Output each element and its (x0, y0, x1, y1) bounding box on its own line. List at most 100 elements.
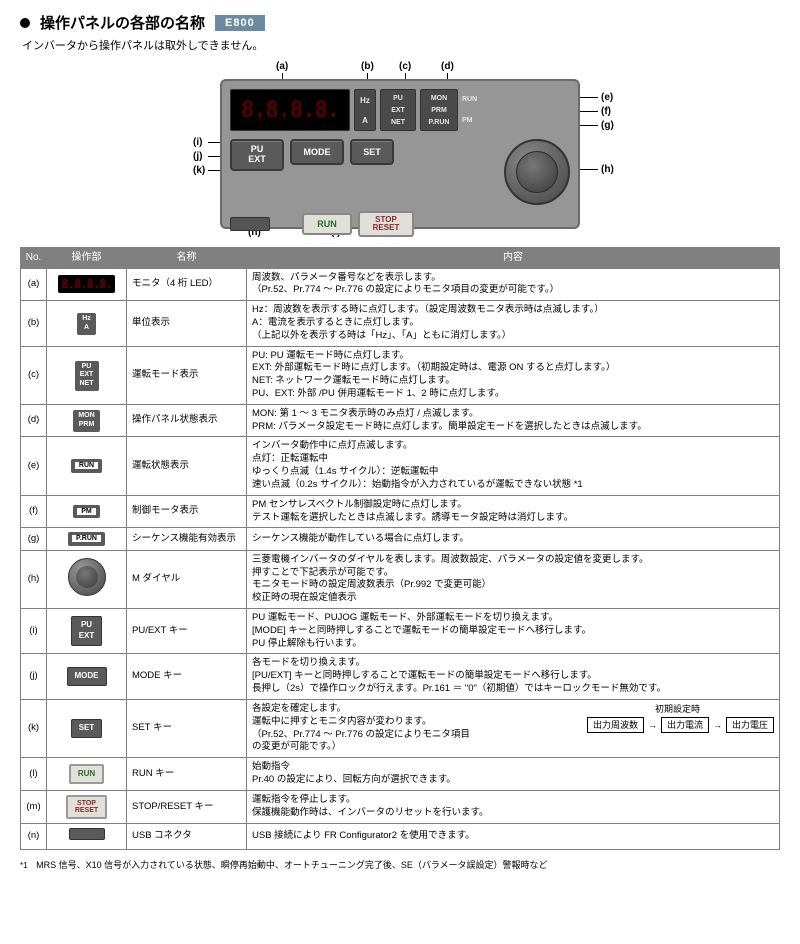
cell-name: 操作パネル状態表示 (127, 404, 247, 437)
cell-desc: 周波数、パラメータ番号などを表示します。 （Pr.52、Pr.774 ～ Pr.… (247, 268, 780, 301)
parts-table: No. 操作部 名称 内容 (a)8.8.8.8.モニタ（4 桁 LED）周波数… (20, 247, 780, 850)
table-row: (f)PM制御モータ表示PM センサレスベクトル制御設定時に点灯します。 テスト… (21, 495, 780, 528)
table-header-row: No. 操作部 名称 内容 (21, 248, 780, 269)
cell-part: RUN (47, 758, 127, 791)
cell-part: P.RUN (47, 528, 127, 550)
seven-seg-display: 8.8.8.8. (230, 89, 350, 131)
th-no: No. (21, 248, 47, 269)
callout-c: (c) (398, 61, 412, 72)
table-row: (l)RUNRUN キー始動指令 Pr.40 の設定により、回転方向が選択できま… (21, 758, 780, 791)
cell-part (47, 824, 127, 850)
cell-name: RUN キー (127, 758, 247, 791)
callout-a: (a) (275, 61, 289, 72)
panel-body: 8.8.8.8. Hz A PU EXT NET MON PRM P.RUN R… (220, 79, 580, 229)
table-row: (i)PUEXTPU/EXT キーPU 運転モード、PUJOG 運転モード、外部… (21, 609, 780, 654)
cell-no: (k) (21, 699, 47, 757)
cell-name: USB コネクタ (127, 824, 247, 850)
run-button[interactable]: RUN (302, 213, 352, 235)
cell-name: PU/EXT キー (127, 609, 247, 654)
cell-no: (d) (21, 404, 47, 437)
table-row: (d)MONPRM操作パネル状態表示MON: 第 1 ～ 3 モニタ表示時のみ点… (21, 404, 780, 437)
cell-no: (m) (21, 790, 47, 824)
cell-name: 運転状態表示 (127, 437, 247, 495)
cell-name: 単位表示 (127, 301, 247, 346)
cell-no: (l) (21, 758, 47, 791)
callout-b: (b) (360, 61, 375, 72)
cell-part (47, 550, 127, 608)
cell-desc: PU: PU 運転モード時に点灯します。 EXT: 外部運転モード時に点灯します… (247, 346, 780, 404)
cell-no: (c) (21, 346, 47, 404)
table-row: (b)HzA単位表示Hz：周波数を表示する時に点灯します。（設定周波数モニタ表示… (21, 301, 780, 346)
th-desc: 内容 (247, 248, 780, 269)
cell-no: (j) (21, 654, 47, 699)
cell-part: MODE (47, 654, 127, 699)
stop-reset-button[interactable]: STOP RESET (358, 211, 414, 237)
callout-j: (j) (192, 151, 203, 162)
unit-indicator: Hz A (354, 89, 376, 131)
cell-name: STOP/RESET キー (127, 790, 247, 824)
table-row: (j)MODEMODE キー各モードを切り換えます。 [PU/EXT] キーと同… (21, 654, 780, 699)
cell-part: PUEXT (47, 609, 127, 654)
cell-part: MONPRM (47, 404, 127, 437)
cell-part: HzA (47, 301, 127, 346)
callout-k: (k) (192, 165, 206, 176)
cell-part: 8.8.8.8. (47, 268, 127, 301)
m-dial[interactable] (504, 139, 570, 205)
table-row: (g)P.RUNシーケンス機能有効表示シーケンス機能が動作している場合に点灯しま… (21, 528, 780, 550)
callout-f: (f) (600, 106, 612, 117)
cell-name: モニタ（4 桁 LED） (127, 268, 247, 301)
model-badge: E800 (215, 15, 265, 31)
panel-diagram: (a) (b) (c) (d) (e) (f) (g) (h) (i) (j) … (140, 59, 660, 239)
cell-desc: Hz：周波数を表示する時に点灯します。（設定周波数モニタ表示時は点滅します。） … (247, 301, 780, 346)
mode-button[interactable]: MODE (290, 139, 344, 165)
table-row: (k)SETSET キー各設定を確定します。 運転中に押すとモニタ内容が変わりま… (21, 699, 780, 757)
cell-desc: PU 運転モード、PUJOG 運転モード、外部運転モードを切り換えます。 [MO… (247, 609, 780, 654)
header: 操作パネルの各部の名称 E800 (20, 12, 780, 33)
cell-desc: 三菱電機インバータのダイヤルを表します。周波数設定、パラメータの設定値を変更しま… (247, 550, 780, 608)
usb-connector[interactable] (230, 217, 270, 231)
cell-desc: 各設定を確定します。 運転中に押すとモニタ内容が変わります。 （Pr.52、Pr… (247, 699, 780, 757)
cell-desc: USB 接続により FR Configurator2 を使用できます。 (247, 824, 780, 850)
cell-desc: 各モードを切り換えます。 [PU/EXT] キーと同時押しすることで運転モードの… (247, 654, 780, 699)
callout-i: (i) (192, 137, 203, 148)
run-indicator: RUN PM (462, 89, 492, 131)
cell-name: 制御モータ表示 (127, 495, 247, 528)
callout-h: (h) (600, 164, 615, 175)
status-indicator: MON PRM P.RUN (420, 89, 458, 131)
table-row: (h) M ダイヤル三菱電機インバータのダイヤルを表します。周波数設定、パラメータ… (21, 550, 780, 608)
cell-name: MODE キー (127, 654, 247, 699)
cell-part: PUEXTNET (47, 346, 127, 404)
cell-no: (b) (21, 301, 47, 346)
cell-name: シーケンス機能有効表示 (127, 528, 247, 550)
page-title: 操作パネルの各部の名称 (40, 12, 205, 33)
cell-part: STOPRESET (47, 790, 127, 824)
cell-no: (g) (21, 528, 47, 550)
cell-no: (n) (21, 824, 47, 850)
callout-d: (d) (440, 61, 455, 72)
th-part: 操作部 (47, 248, 127, 269)
set-button[interactable]: SET (350, 139, 394, 165)
cell-part: SET (47, 699, 127, 757)
cell-no: (i) (21, 609, 47, 654)
footnote: *1 MRS 信号、X10 信号が入力されている状態、瞬停再始動中、オートチュー… (20, 858, 780, 871)
puext-button[interactable]: PU EXT (230, 139, 284, 171)
callout-e: (e) (600, 92, 614, 103)
cell-name: M ダイヤル (127, 550, 247, 608)
cell-desc: MON: 第 1 ～ 3 モニタ表示時のみ点灯 / 点滅します。 PRM: パラ… (247, 404, 780, 437)
th-name: 名称 (127, 248, 247, 269)
cell-desc: シーケンス機能が動作している場合に点灯します。 (247, 528, 780, 550)
cell-desc: 運転指令を停止します。 保護機能動作時は、インバータのリセットを行います。 (247, 790, 780, 824)
cell-no: (h) (21, 550, 47, 608)
table-row: (n) USB コネクタUSB 接続により FR Configurator2 を使… (21, 824, 780, 850)
callout-g: (g) (600, 120, 615, 131)
cell-part: RUN (47, 437, 127, 495)
cell-no: (f) (21, 495, 47, 528)
table-row: (e)RUN運転状態表示インバータ動作中に点灯点滅します。 点灯：正転運転中 ゆ… (21, 437, 780, 495)
seven-seg-value: 8.8.8.8. (241, 98, 339, 123)
cell-desc: インバータ動作中に点灯点滅します。 点灯：正転運転中 ゆっくり点滅（1.4s サ… (247, 437, 780, 495)
cell-desc: PM センサレスベクトル制御設定時に点灯します。 テスト運転を選択したときは点滅… (247, 495, 780, 528)
cell-part: PM (47, 495, 127, 528)
title-bullet (20, 18, 30, 28)
cell-name: 運転モード表示 (127, 346, 247, 404)
table-row: (a)8.8.8.8.モニタ（4 桁 LED）周波数、パラメータ番号などを表示し… (21, 268, 780, 301)
